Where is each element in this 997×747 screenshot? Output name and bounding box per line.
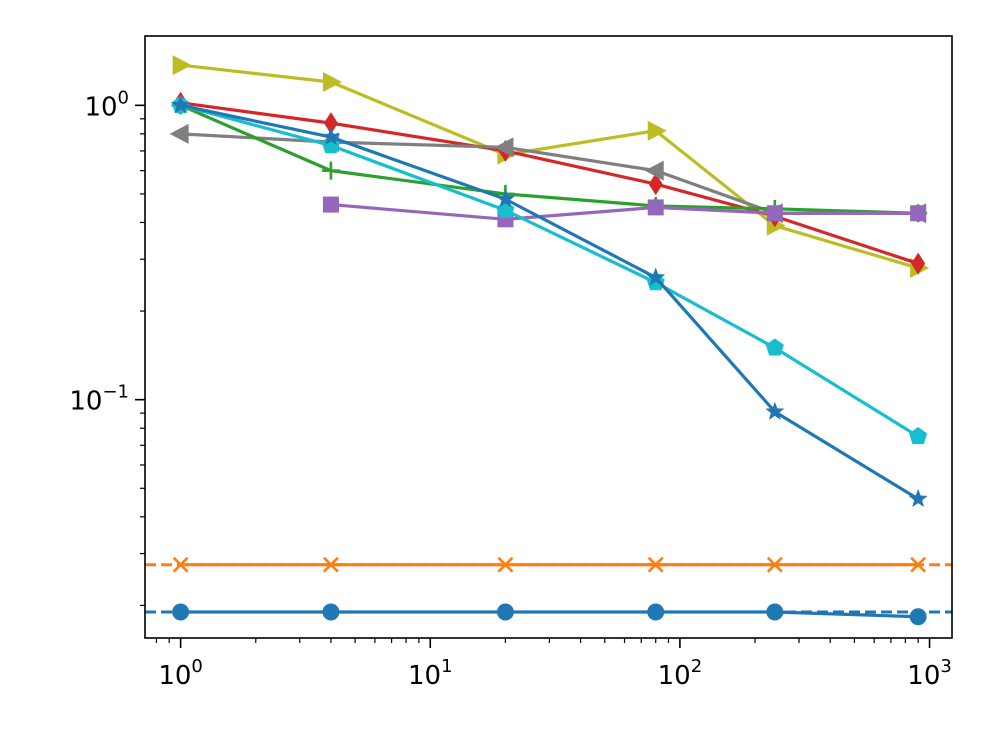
axis-ticks	[135, 104, 931, 648]
x-tick-label: 103	[907, 656, 952, 691]
series-orange-x	[172, 556, 927, 573]
data-point-olive-triangle-right	[647, 120, 667, 141]
data-point-blue-star	[646, 267, 666, 286]
y-tick-label: 100	[84, 87, 129, 122]
data-point-cyan-pentagon	[765, 338, 784, 356]
series-line-cyan-pentagon	[180, 103, 919, 438]
data-point-purple-square	[766, 205, 783, 222]
data-point-red-diamond	[911, 252, 926, 275]
axes-frame	[144, 35, 953, 639]
data-point-cyan-pentagon	[909, 426, 928, 445]
series-line-green-plus	[179, 103, 919, 215]
data-point-red-diamond	[323, 112, 338, 135]
data-point-blue-circle	[647, 603, 665, 621]
series-blue-circle	[172, 603, 927, 626]
data-point-gray-triangle-left	[494, 137, 514, 158]
x-tick-label: 101	[408, 656, 453, 691]
data-point-green-plus	[321, 161, 340, 180]
data-point-blue-star	[495, 189, 515, 208]
series-line-blue-star	[180, 103, 919, 501]
data-point-olive-triangle-right	[172, 55, 192, 76]
series-purple-square	[322, 196, 927, 228]
data-point-blue-circle	[766, 603, 784, 621]
x-tick-label: 102	[658, 656, 703, 691]
data-point-purple-square	[322, 196, 339, 213]
series-line-olive-triangle-right	[180, 63, 919, 270]
series-line-blue-circle	[180, 610, 919, 619]
data-point-olive-triangle-right	[322, 72, 342, 93]
data-point-blue-circle	[496, 603, 514, 621]
data-point-blue-star	[908, 488, 928, 508]
data-point-blue-star	[171, 95, 191, 114]
data-point-orange-x	[910, 556, 927, 573]
series-line-red-diamond	[180, 101, 919, 266]
data-point-orange-x	[497, 556, 514, 573]
data-point-blue-circle	[909, 608, 927, 626]
x-tick-label: 100	[158, 656, 203, 691]
data-point-orange-x	[647, 556, 664, 573]
data-point-gray-triangle-left	[169, 123, 189, 144]
data-point-blue-star	[321, 127, 341, 146]
data-point-purple-square	[647, 199, 664, 216]
plot-content	[145, 55, 952, 626]
y-tick-label: 10−1	[69, 382, 129, 417]
data-point-gray-triangle-left	[644, 160, 664, 181]
data-point-purple-square	[910, 205, 927, 222]
data-point-orange-x	[172, 556, 189, 573]
series-blue-star	[171, 95, 928, 508]
data-point-blue-star	[765, 401, 785, 420]
data-point-blue-circle	[172, 603, 190, 621]
data-point-red-diamond	[648, 173, 663, 196]
data-point-orange-x	[322, 556, 339, 573]
plot-area	[145, 55, 952, 626]
data-point-blue-circle	[322, 603, 340, 621]
data-point-orange-x	[766, 556, 783, 573]
axis-tick-labels: 100 101 102 103 100 10−1	[69, 87, 951, 691]
